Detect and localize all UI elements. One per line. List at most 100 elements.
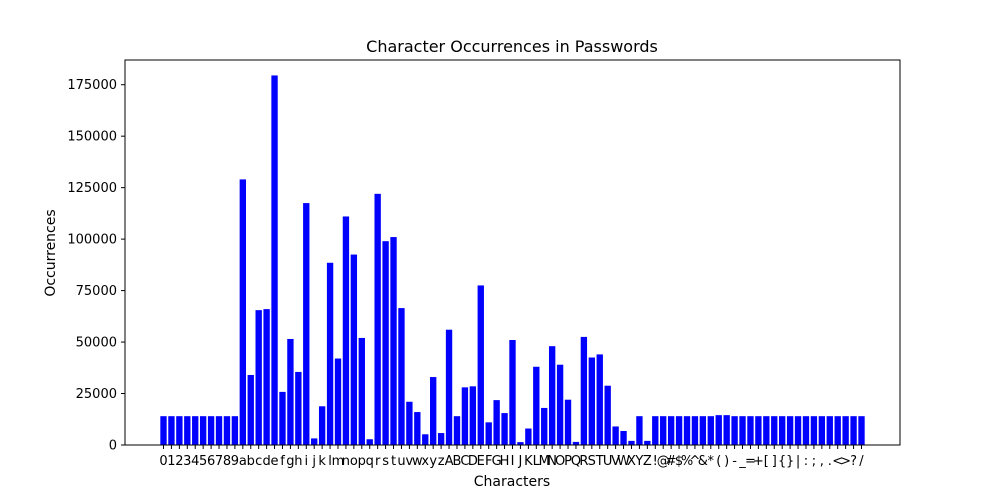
x-tick-label: # — [666, 454, 677, 469]
bar-68 — [699, 416, 707, 445]
bar-78 — [779, 416, 786, 445]
bar-26 — [366, 439, 373, 445]
x-tick-label: @ — [657, 454, 670, 469]
x-tick-label: | — [796, 454, 800, 469]
x-tick-label: o — [350, 454, 358, 469]
y-axis-ticks: 0 25000 50000 75000 100000 125000 150000 175000 — [67, 78, 125, 454]
x-tick-label: W — [617, 454, 630, 469]
x-tick-label: F — [485, 454, 492, 469]
x-tick-label: t — [391, 454, 396, 469]
x-axis-label: Characters — [474, 474, 550, 490]
bar-48 — [541, 407, 548, 445]
bar-70 — [715, 415, 722, 445]
bar-60 — [636, 416, 643, 445]
bar-2 — [176, 416, 183, 445]
bar-10 — [239, 179, 246, 445]
x-tick-label: c — [255, 454, 262, 469]
x-tick-label: $ — [675, 454, 683, 469]
x-tick-label: 5 — [199, 454, 207, 469]
bar-19 — [311, 438, 318, 445]
y-tick-label: 150000 — [67, 130, 117, 145]
x-tick-label: : — [804, 454, 808, 469]
x-tick-label: O — [555, 454, 565, 469]
x-tick-label: 0 — [159, 454, 167, 469]
bar-36 — [445, 329, 453, 445]
bar-7 — [215, 416, 223, 445]
bar-49 — [548, 346, 556, 445]
bar-11 — [247, 375, 254, 445]
x-tick-label: E — [477, 454, 485, 469]
x-tick-label: & — [698, 454, 708, 469]
x-tick-label: [ — [764, 454, 769, 469]
x-tick-label: H — [500, 454, 510, 469]
bar-18 — [303, 203, 310, 445]
x-tick-label: j — [311, 454, 316, 469]
bar-84 — [826, 416, 833, 445]
bar-28 — [382, 241, 389, 445]
x-tick-label: D — [468, 454, 478, 469]
bar-72 — [731, 416, 738, 445]
bar-47 — [533, 366, 540, 445]
x-tick-label: I — [511, 454, 515, 469]
x-tick-label: 7 — [215, 454, 223, 469]
bar-82 — [810, 416, 818, 445]
y-tick-label: 25000 — [76, 387, 117, 402]
bar-88 — [858, 416, 865, 445]
y-tick-label: 125000 — [67, 181, 117, 196]
bar-58 — [620, 431, 627, 445]
bar-42 — [493, 400, 500, 445]
bar-14 — [271, 75, 278, 445]
bar-33 — [422, 434, 429, 445]
bar-17 — [295, 371, 302, 445]
x-tick-label: > — [840, 454, 851, 469]
bar-37 — [453, 416, 461, 445]
bar-55 — [596, 354, 603, 445]
x-tick-label: s — [382, 454, 389, 469]
x-tick-label: ; — [812, 454, 816, 469]
bar-63 — [660, 416, 667, 445]
bars-group — [160, 75, 865, 445]
x-tick-label: P — [564, 454, 572, 469]
x-tick-label: % — [681, 454, 693, 469]
x-tick-label: T — [595, 454, 604, 469]
x-tick-label: A — [445, 454, 454, 469]
x-tick-label: 3 — [183, 454, 191, 469]
bar-29 — [390, 237, 397, 445]
bar-15 — [279, 391, 286, 445]
chart-title: Character Occurrences in Passwords — [366, 37, 658, 56]
x-tick-label: C — [460, 454, 469, 469]
bar-51 — [564, 399, 572, 445]
y-tick-label: 175000 — [67, 78, 117, 93]
bar-50 — [556, 364, 564, 445]
x-tick-label: 2 — [175, 454, 183, 469]
x-axis-ticks: 0 1 2 3 4 5 6 7 8 9 a b c d e f g h i j k l mn o p q r s t u vwx y z A BCD… — [159, 445, 864, 469]
bar-24 — [350, 254, 358, 445]
bar-27 — [374, 193, 381, 445]
bar-61 — [644, 440, 651, 445]
bar-40 — [477, 285, 484, 445]
bar-80 — [794, 416, 802, 445]
bar-25 — [358, 337, 365, 445]
bar-31 — [406, 401, 413, 445]
y-tick-label: 75000 — [76, 284, 117, 299]
x-tick-label: L — [533, 454, 541, 469]
x-tick-label: f — [280, 454, 285, 469]
bar-12 — [255, 310, 262, 445]
bar-38 — [461, 387, 469, 445]
x-tick-label: - — [732, 454, 737, 469]
bar-8 — [223, 416, 231, 445]
x-tick-label: R — [579, 454, 588, 469]
bar-56 — [604, 385, 611, 445]
x-tick-label: ) — [724, 454, 729, 469]
bar-64 — [667, 416, 675, 445]
bar-30 — [398, 308, 405, 445]
bar-83 — [818, 416, 826, 445]
x-tick-label: ( — [716, 454, 721, 469]
x-tick-label: V — [611, 454, 620, 469]
bar-21 — [326, 262, 334, 445]
x-tick-label: , — [820, 454, 824, 469]
x-tick-label: Z — [643, 454, 652, 469]
bar-74 — [747, 416, 754, 445]
